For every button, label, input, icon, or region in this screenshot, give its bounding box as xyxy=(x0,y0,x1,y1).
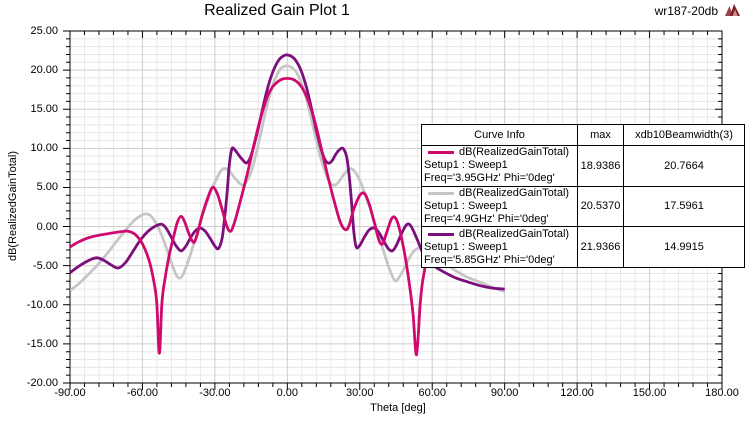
ansoft-triangle-logo-icon xyxy=(724,3,741,18)
curve-color-swatch xyxy=(428,232,454,236)
y-tick-label: -5.00 xyxy=(32,259,58,272)
legend-header-max: max xyxy=(577,125,623,145)
legend-curve-info-cell: dB(RealizedGainTotal) Setup1 : Sweep1 Fr… xyxy=(422,145,577,186)
legend-curve-info-cell: dB(RealizedGainTotal) Setup1 : Sweep1 Fr… xyxy=(422,226,577,267)
x-tick-label: 150.00 xyxy=(632,387,667,399)
curve-variation-label: Freq='5.85GHz' Phi='0deg' xyxy=(424,253,555,266)
y-tick-label: 15.00 xyxy=(30,103,58,116)
design-annotation: wr187-20db xyxy=(654,4,718,18)
curve-variation-label: Freq='3.95GHz' Phi='0deg' xyxy=(424,172,555,185)
legend-header-curve-info: Curve Info xyxy=(474,129,525,141)
legend-beamwidth-value: 14.9915 xyxy=(623,226,744,267)
x-tick-label: 0.00 xyxy=(276,387,299,399)
curve-variation-label: Freq='4.9GHz' Phi='0deg' xyxy=(424,213,549,225)
legend-max-value: 18.9386 xyxy=(577,145,623,186)
curve-setup-label: Setup1 : Sweep1 xyxy=(424,240,508,253)
legend-max-value: 21.9366 xyxy=(577,226,623,267)
legend-max-value: 20.5370 xyxy=(577,185,623,227)
y-tick-label: -15.00 xyxy=(26,337,58,350)
y-tick-label: 0.00 xyxy=(36,220,58,233)
y-tick-label: 5.00 xyxy=(36,181,58,194)
curve-quantity-label: dB(RealizedGainTotal) xyxy=(459,227,570,240)
curve-setup-label: Setup1 : Sweep1 xyxy=(424,200,508,212)
y-tick-label: 25.00 xyxy=(30,25,58,37)
x-axis-title: Theta [deg] xyxy=(370,402,426,414)
curve-3.950 xyxy=(70,77,506,357)
x-tick-label: 60.00 xyxy=(418,387,446,399)
curve-4.90 xyxy=(70,64,506,293)
x-tick-label: 180.00 xyxy=(705,387,739,399)
legend-curve-info-cell: dB(RealizedGainTotal) Setup1 : Sweep1 Fr… xyxy=(422,185,577,227)
y-tick-label: -10.00 xyxy=(26,298,58,311)
x-tick-label: -60.00 xyxy=(126,387,159,399)
curve-setup-label: Setup1 : Sweep1 xyxy=(424,159,508,172)
curve-info-legend: Curve Info max xdb10Beamwidth(3) dB(Real… xyxy=(421,124,745,268)
y-axis-title: dB(RealizedGainTotal) xyxy=(7,150,19,262)
page-title: Realized Gain Plot 1 xyxy=(204,2,350,19)
curve-quantity-label: dB(RealizedGainTotal) xyxy=(459,187,570,199)
y-tick-label: -20.00 xyxy=(26,377,58,389)
x-tick-label: 30.00 xyxy=(346,387,374,399)
x-tick-label: -90.00 xyxy=(54,387,86,399)
legend-beamwidth-value: 17.5961 xyxy=(623,185,744,227)
y-tick-label: 10.00 xyxy=(30,142,58,155)
curve-color-swatch xyxy=(428,192,454,195)
x-tick-label: -30.00 xyxy=(199,387,231,399)
x-tick-label: 90.00 xyxy=(490,387,519,399)
curve-color-swatch xyxy=(428,151,454,155)
legend-header-beamwidth: xdb10Beamwidth(3) xyxy=(623,125,744,145)
x-tick-label: 120.00 xyxy=(560,387,594,399)
y-tick-label: 20.00 xyxy=(30,64,58,77)
curve-quantity-label: dB(RealizedGainTotal) xyxy=(459,146,570,159)
legend-beamwidth-value: 20.7664 xyxy=(623,145,744,186)
